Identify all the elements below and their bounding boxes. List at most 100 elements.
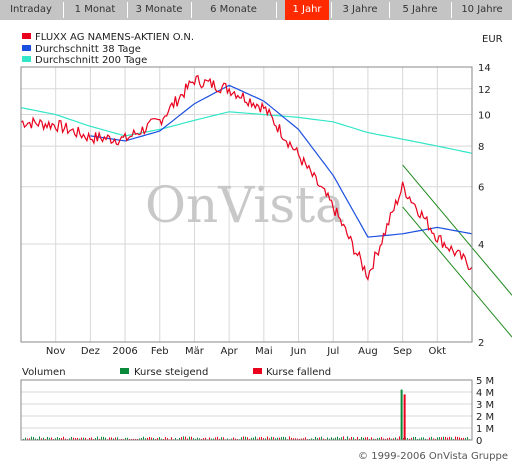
volume-bar (175, 438, 176, 440)
volume-bar (65, 438, 66, 440)
volume-bar (181, 437, 182, 440)
volume-bar (431, 436, 432, 440)
volume-bar (269, 438, 270, 440)
volume-bar (353, 437, 354, 440)
volume-bar (191, 436, 192, 440)
volume-bar (55, 438, 56, 440)
volume-bar (443, 436, 444, 440)
volume-panel-frame (20, 379, 473, 441)
ma38-line (90, 84, 473, 238)
volume-bar (149, 437, 150, 440)
volume-bar (409, 438, 410, 440)
tab-5-jahre[interactable]: 5 Jahre (402, 4, 438, 15)
stock-chart: FLUXX AG NAMENS-AKTIEN O.N. Durchschnitt… (20, 32, 512, 462)
volume-bar (279, 437, 280, 440)
volume-bar (249, 438, 250, 440)
legend-swatch-price (22, 33, 31, 39)
volume-bar (241, 437, 242, 440)
volume-bar (455, 436, 456, 440)
price-tick-label: 12 (478, 85, 491, 96)
volume-bar (133, 438, 134, 440)
volume-bar (277, 437, 278, 440)
time-tick-label: Dez (81, 346, 100, 357)
volume-bar (255, 436, 256, 440)
volume-bar (253, 437, 254, 440)
volume-bar (27, 438, 28, 440)
volume-bar (227, 438, 228, 440)
tab-intraday[interactable]: Intraday (10, 4, 52, 15)
volume-bar (79, 438, 80, 440)
volume-bar (301, 438, 302, 440)
volume-bar (335, 437, 336, 440)
volume-bar (407, 438, 408, 440)
volume-bar (59, 437, 60, 440)
volume-bar (141, 437, 142, 440)
volume-bar (463, 437, 464, 440)
tab-6-monate[interactable]: 6 Monate (210, 4, 257, 15)
time-tick-label: Mai (255, 346, 273, 357)
volume-bar (45, 438, 46, 440)
volume-bar (347, 436, 348, 440)
price-tick-label: 2 (478, 338, 484, 349)
volume-bar (105, 437, 106, 440)
volume-bar (321, 436, 322, 440)
volume-bar (257, 438, 258, 440)
volume-bar (83, 437, 84, 440)
tab-1-monat[interactable]: 1 Monat (74, 4, 116, 15)
volume-bar (273, 437, 274, 440)
volume-bar (363, 437, 364, 440)
volume-bar (349, 438, 350, 440)
legend-label-rising: Kurse steigend (134, 367, 208, 378)
volume-bar (295, 438, 296, 440)
volume-bar (465, 437, 466, 440)
time-range-tabs: Intraday 1 Monat 3 Monate 6 Monate 1 Jah… (0, 0, 512, 20)
volume-bar (305, 437, 306, 440)
volume-bar (217, 436, 218, 440)
volume-bar (411, 437, 412, 440)
volume-bar (49, 437, 50, 440)
volume-bar (389, 437, 390, 440)
volume-bar (421, 437, 422, 440)
volume-bar (377, 438, 378, 440)
volume-bar (303, 438, 304, 440)
volume-bar (413, 436, 414, 440)
volume-bar (163, 438, 164, 440)
volume-bar (243, 436, 244, 440)
price-tick-label: 14 (478, 63, 491, 74)
tab-3-monate[interactable]: 3 Monate (135, 4, 183, 15)
price-tick-label: 8 (478, 142, 484, 153)
volume-bar (453, 438, 454, 440)
volume-bar (365, 437, 366, 440)
volume-bar (331, 437, 332, 440)
volume-bar (85, 437, 86, 440)
volume-bar (197, 437, 198, 440)
tab-3-jahre[interactable]: 3 Jahre (342, 4, 378, 15)
volume-bar (157, 438, 158, 440)
volume-bar (437, 437, 438, 440)
price-line (20, 74, 473, 282)
legend-swatch-rising (120, 368, 129, 374)
volume-bar (387, 438, 388, 440)
volume-bar (337, 436, 338, 440)
volume-bar (41, 438, 42, 440)
time-tick-label: Feb (151, 346, 169, 357)
volume-bar (251, 437, 252, 440)
trend-line (402, 206, 512, 338)
volume-bar (109, 437, 110, 440)
volume-bar (367, 437, 368, 440)
volume-bar (113, 438, 114, 440)
volume-bar (403, 438, 404, 440)
volume-bar (291, 437, 292, 440)
volume-bar (297, 438, 298, 440)
volume-bar (351, 437, 352, 440)
time-tick-label: Mär (185, 346, 205, 357)
volume-bar (189, 436, 190, 440)
volume-bar (415, 436, 416, 440)
volume-bar (327, 437, 328, 440)
volume-bar (417, 438, 418, 440)
volume-bar (179, 438, 180, 440)
tab-1-jahr[interactable]: 1 Jahr (285, 0, 329, 20)
tab-10-jahre[interactable]: 10 Jahre (461, 4, 503, 15)
volume-bar (467, 437, 468, 440)
legend-label-ma200: Durchschnitt 200 Tage (35, 55, 147, 66)
